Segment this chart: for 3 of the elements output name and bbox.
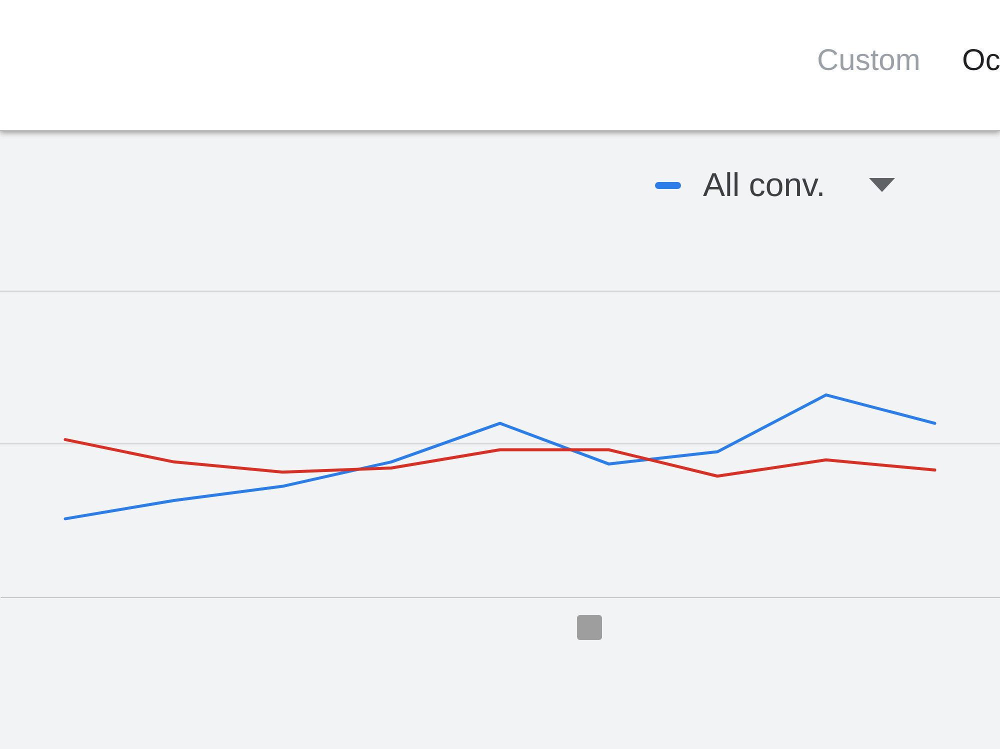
legend-label: All conv. bbox=[703, 166, 826, 204]
text: Custom bbox=[817, 44, 920, 78]
text: Oc bbox=[962, 44, 1000, 78]
